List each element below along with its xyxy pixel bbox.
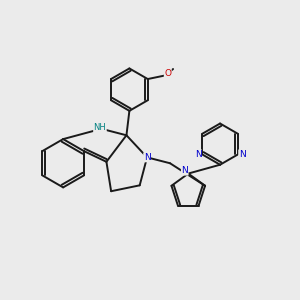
Text: N: N [182, 166, 188, 175]
Text: N: N [239, 150, 245, 159]
Text: NH: NH [94, 123, 106, 132]
Text: O: O [164, 69, 171, 78]
Text: N: N [144, 153, 150, 162]
Text: N: N [195, 150, 202, 159]
